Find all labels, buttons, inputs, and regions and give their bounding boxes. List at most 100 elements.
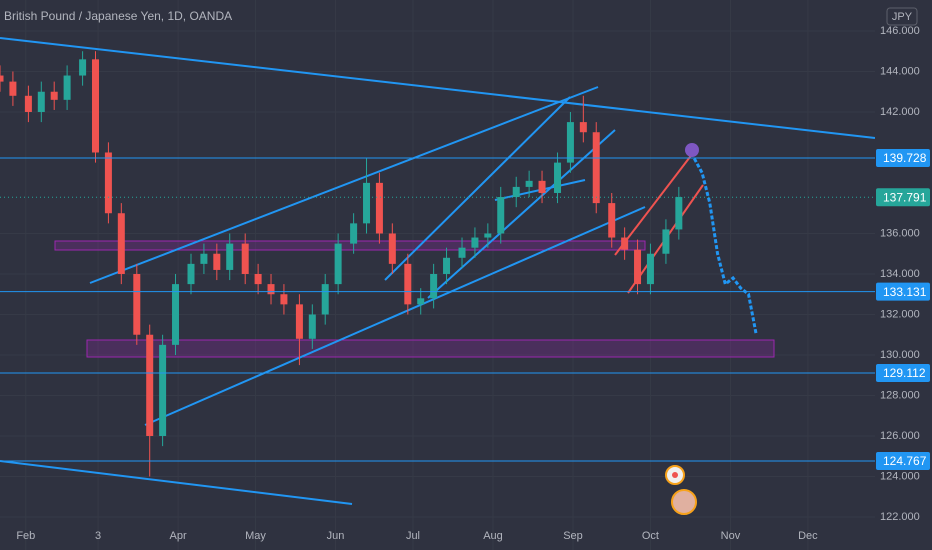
candle-body	[0, 75, 4, 82]
candle-body	[579, 122, 587, 133]
candle-body	[484, 233, 492, 238]
price-badge	[876, 188, 930, 207]
price-label: 139.728	[883, 151, 927, 165]
x-tick-label: 3	[95, 530, 101, 542]
drawings	[0, 37, 876, 505]
candle-body	[226, 243, 234, 270]
trendline	[144, 206, 646, 426]
candle-body	[63, 75, 71, 100]
y-tick-label: 124.000	[880, 470, 920, 482]
marker	[685, 143, 699, 157]
zone	[86, 339, 775, 358]
candle-body	[566, 122, 574, 163]
candle-body	[308, 314, 316, 339]
candle-body	[662, 229, 670, 254]
candle-body	[525, 180, 533, 187]
candle-body	[334, 243, 342, 285]
candle-body	[24, 95, 32, 112]
candle-body	[254, 273, 262, 285]
candle-body	[471, 237, 479, 248]
y-tick-label: 130.000	[880, 349, 920, 361]
candle-body	[295, 304, 303, 339]
trendline	[89, 86, 599, 284]
zone	[54, 240, 646, 251]
y-tick-label: 134.000	[880, 268, 920, 280]
price-badge	[876, 451, 930, 470]
y-tick-label: 144.000	[880, 65, 920, 77]
candle-body	[538, 180, 546, 193]
candle-body	[363, 182, 371, 224]
candle-body	[443, 257, 451, 274]
x-tick-label: Nov	[721, 530, 741, 542]
candle-body	[554, 162, 562, 193]
candle-body	[675, 197, 683, 230]
candle-body	[646, 253, 654, 285]
candle-body	[375, 182, 383, 234]
projection-line	[693, 157, 758, 336]
candle-body	[608, 203, 616, 238]
plot-area	[0, 37, 876, 505]
candle-body	[117, 213, 125, 274]
candle-body	[321, 284, 329, 315]
candle-body	[350, 223, 358, 244]
candle-body	[497, 197, 505, 234]
y-tick-label: 146.000	[880, 25, 920, 37]
candle-body	[133, 273, 141, 335]
y-tick-label: 136.000	[880, 227, 920, 239]
candle-body	[430, 273, 438, 299]
candle-body	[172, 284, 180, 345]
price-label: 133.131	[883, 285, 927, 299]
y-tick-label: 126.000	[880, 430, 920, 442]
y-tick-label: 132.000	[880, 308, 920, 320]
price-badge	[876, 148, 930, 167]
price-label: 129.112	[883, 366, 926, 380]
candle-body	[404, 263, 412, 305]
candle-body	[241, 243, 249, 274]
candle-body	[187, 263, 195, 285]
y-tick-label: 128.000	[880, 389, 920, 401]
x-tick-label: Aug	[483, 530, 503, 542]
x-tick-label: Oct	[642, 530, 659, 542]
candle-body	[512, 186, 520, 198]
candle-body	[9, 81, 17, 96]
price-badge	[876, 363, 930, 382]
candle-body	[280, 294, 288, 305]
candle-body	[104, 152, 112, 214]
event-icon	[671, 489, 697, 515]
candle-body	[213, 253, 221, 270]
candle-body	[200, 253, 208, 264]
x-tick-label: Apr	[170, 530, 187, 542]
candle-body	[50, 91, 58, 100]
trendline	[384, 96, 571, 281]
trendline	[0, 37, 876, 139]
currency: JPY	[892, 11, 913, 23]
candle-body	[79, 59, 87, 76]
candle-body	[92, 59, 100, 153]
chart-title: British Pound / Japanese Yen, 1D, OANDA	[4, 9, 232, 23]
candle-body	[634, 249, 642, 285]
currency-badge	[886, 7, 918, 26]
price-label: 124.767	[883, 454, 927, 468]
x-tick-label: Feb	[16, 530, 35, 542]
candle-body	[388, 233, 396, 264]
candle-body	[621, 237, 629, 250]
x-tick-label: Jul	[406, 530, 420, 542]
candle-body	[146, 334, 154, 436]
y-tick-label: 142.000	[880, 106, 920, 118]
candle-body	[417, 298, 425, 305]
x-tick-label: Dec	[798, 530, 818, 542]
price-label: 137.791	[883, 190, 927, 204]
candle-body	[37, 91, 45, 112]
event-icons	[665, 465, 697, 515]
candle-body	[267, 284, 275, 295]
candle-body	[458, 247, 466, 258]
y-tick-label: 122.000	[880, 511, 920, 523]
candle-body	[159, 344, 167, 436]
trendline	[0, 460, 353, 505]
x-tick-label: Jun	[327, 530, 345, 542]
price-badge	[876, 282, 930, 301]
x-tick-label: May	[245, 530, 266, 542]
event-icon-dot	[672, 472, 678, 478]
candle-body	[592, 132, 600, 204]
